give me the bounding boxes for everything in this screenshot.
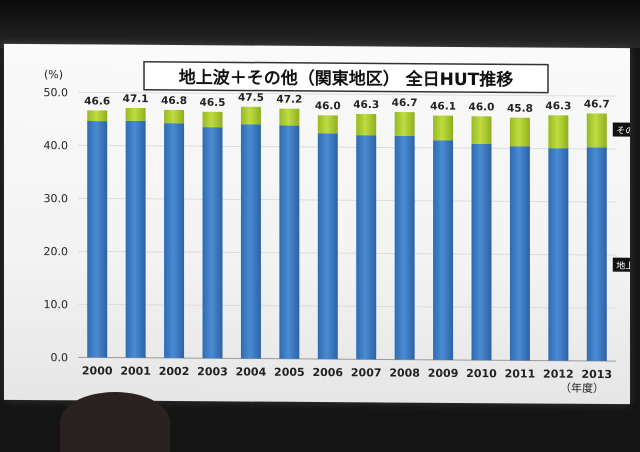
x-tick-label: 2001 [120, 365, 151, 378]
gridline [78, 144, 616, 150]
data-label: 46.7 [584, 98, 610, 110]
x-tick-label: 2004 [236, 365, 267, 378]
gridline [78, 197, 616, 203]
bar-2011-terrestrial [509, 146, 530, 361]
data-label: 46.3 [545, 100, 571, 112]
gridline [78, 303, 616, 309]
data-label: 46.6 [84, 95, 110, 107]
data-labels: 46.6 47.1 46.8 46.5 47.5 47.2 46.0 46.3 46.7 46.1… [84, 92, 610, 115]
y-tick-label: 20.0 [44, 245, 68, 258]
bar-2000-terrestrial [87, 121, 108, 358]
data-label: 46.7 [392, 97, 418, 109]
data-label: 45.8 [507, 103, 533, 115]
x-axis-unit: （年度） [560, 381, 604, 395]
bar-2005-terrestrial [279, 125, 300, 359]
x-tick-label: 2003 [197, 365, 228, 378]
bar-2001-terrestrial [125, 120, 146, 358]
y-tick-label: 0.0 [51, 351, 68, 364]
x-tick-label: 2000 [82, 364, 113, 377]
gridline [78, 91, 616, 97]
stage-ceiling [0, 0, 640, 48]
bar-2009-terrestrial [433, 140, 454, 360]
y-tick-label: 10.0 [44, 298, 68, 311]
bar-2012-other [548, 115, 569, 149]
audience-head [60, 392, 170, 452]
y-tick-label: 40.0 [44, 139, 68, 152]
bar-2013-other [586, 113, 607, 148]
x-tick-label: 2010 [466, 367, 497, 380]
chart-title-box [143, 61, 549, 94]
bar-2002-terrestrial [164, 123, 185, 359]
bar-2003-terrestrial [202, 127, 223, 359]
series-label: その他 [616, 125, 630, 137]
series-label-box [612, 122, 630, 137]
bar-2002-other [164, 109, 185, 124]
bar-2008-other [394, 112, 415, 137]
data-label: 46.0 [469, 101, 495, 113]
x-tick-label: 2012 [543, 368, 574, 381]
gridline [78, 356, 616, 362]
series-label: 地上波 [616, 260, 630, 272]
bar-2001-other [125, 108, 146, 121]
bar-2006-other [317, 115, 338, 134]
bar-2008-terrestrial [394, 135, 415, 360]
bar-2009-other [433, 115, 454, 141]
data-label: 47.2 [276, 94, 302, 106]
data-label: 46.8 [161, 95, 187, 107]
bar-2006-terrestrial [317, 133, 338, 360]
bar-2010-terrestrial [471, 143, 492, 361]
data-label: 46.0 [315, 100, 341, 112]
x-tick-label: 2005 [274, 366, 305, 379]
x-axis-ticks: 2000 2001 2002 2003 2004 2005 2006 2007 2008 2009… [82, 364, 612, 381]
data-label: 47.1 [123, 93, 149, 105]
chart-title: 地上波＋その他（関東地区） 全日HUT推移 [179, 67, 514, 90]
bar-2011-other [509, 117, 530, 147]
x-tick-label: 2013 [581, 368, 612, 381]
data-label: 46.5 [200, 97, 226, 109]
y-axis-unit: (%) [44, 68, 63, 81]
gridline [78, 250, 616, 256]
x-tick-label: 2007 [351, 366, 382, 379]
bar-2013-terrestrial [586, 147, 607, 362]
data-label: 46.1 [430, 100, 456, 112]
bar-2007-terrestrial [356, 135, 377, 360]
bar-2004-terrestrial [240, 124, 261, 359]
x-tick-label: 2002 [159, 365, 190, 378]
x-tick-label: 2011 [505, 367, 536, 380]
x-tick-label: 2009 [428, 367, 459, 380]
x-tick-label: 2006 [312, 366, 343, 379]
bars [87, 106, 607, 362]
x-tick-label: 2008 [389, 367, 420, 380]
projection-screen: 地上波＋その他（関東地区） 全日HUT推移 (%) （年度） 0.0 10.0 20… [4, 43, 630, 405]
y-tick-label: 30.0 [44, 192, 68, 205]
bar-2003-other [202, 111, 223, 128]
bar-2005-other [279, 108, 300, 126]
bar-2004-other [240, 106, 261, 125]
y-axis-ticks: 0.0 10.0 20.0 30.0 40.0 50.0 [44, 86, 68, 364]
hut-chart: 地上波＋その他（関東地区） 全日HUT推移 (%) （年度） 0.0 10.0 20… [44, 61, 630, 395]
data-label: 47.5 [238, 92, 264, 104]
series-label-box [612, 257, 630, 272]
bar-2010-other [471, 116, 492, 144]
bar-2000-other [87, 110, 108, 122]
y-tick-label: 50.0 [44, 86, 68, 99]
gridlines [78, 91, 616, 362]
bar-2012-terrestrial [548, 148, 569, 361]
bar-2007-other [356, 113, 377, 136]
data-label: 46.3 [353, 99, 379, 111]
